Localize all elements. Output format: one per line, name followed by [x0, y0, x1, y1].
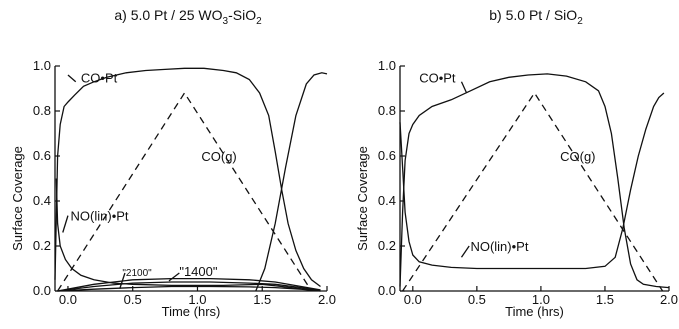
series-line-unlabeled-3 — [255, 72, 328, 292]
x-axis-label: Time (hrs) — [505, 304, 564, 319]
chart-title: b) 5.0 Pt / SiO2 — [489, 7, 583, 27]
x-tick-label: 0.0 — [59, 292, 77, 307]
annotation-leader-line — [67, 74, 77, 83]
y-axis-label: Surface Coverage — [10, 146, 25, 251]
annotation-label: CO(g) — [560, 149, 595, 164]
annotation-leader-line — [62, 215, 69, 233]
y-tick-label: 0.4 — [33, 193, 51, 208]
y-tick-label: 0.4 — [378, 193, 396, 208]
series-line-co-g — [57, 91, 313, 292]
x-tick-label: 0.5 — [468, 292, 486, 307]
y-tick-label: 0.8 — [33, 103, 51, 118]
annotation-label: "1400" — [179, 264, 218, 279]
y-axis-label: Surface Coverage — [355, 146, 370, 251]
annotation-label: "2100" — [122, 268, 152, 279]
x-tick-label: 1.5 — [253, 292, 271, 307]
y-tick-label: 1.0 — [33, 58, 51, 73]
series-line-unlabeled-6 — [57, 285, 321, 292]
annotation-leader-line — [119, 272, 126, 289]
y-tick-label: 1.0 — [378, 58, 396, 73]
x-tick-label: 2.0 — [318, 292, 336, 307]
y-tick-label: 0.6 — [378, 148, 396, 163]
annotation-label: NO(lin)•Pt — [71, 209, 129, 224]
x-tick-label: 1.0 — [188, 292, 206, 307]
x-tick-label: 0.0 — [404, 292, 422, 307]
chart-panel-b: b) 5.0 Pt / SiO2 0.0 0.2 0.4 0.6 0.8 1.0 0.0 0.5… — [355, 7, 678, 319]
chart-title: a) 5.0 Pt / 25 WO3-SiO2 — [114, 7, 262, 27]
x-tick-label: 1.5 — [596, 292, 614, 307]
series-line-no-lin-pt — [399, 92, 665, 270]
annotation-leader-line — [168, 272, 180, 282]
y-tick-label: 0.8 — [378, 103, 396, 118]
chart-panel-a: a) 5.0 Pt / 25 WO3-SiO2 0.0 0.2 0.4 0.6 0.8 1.… — [10, 7, 336, 319]
annotation-label: CO(g) — [201, 149, 236, 164]
x-tick-label: 1.0 — [532, 292, 550, 307]
y-tick-label: 0.2 — [33, 238, 51, 253]
series-line-co-pt — [54, 67, 321, 288]
series-line-no-lin-pt — [55, 178, 321, 292]
annotation-label: CO•Pt — [81, 70, 118, 85]
series-line-unlabeled-4 — [57, 277, 321, 292]
y-tick-label: 0.6 — [33, 148, 51, 163]
x-axis-label: Time (hrs) — [162, 304, 221, 319]
annotation-leader-line — [460, 245, 470, 258]
series-line-co-g — [402, 91, 664, 292]
y-tick-label: 0.2 — [378, 238, 396, 253]
annotation-label: NO(lin)•Pt — [470, 239, 528, 254]
series-line-co-pt — [399, 73, 670, 289]
y-tick-label: 0.0 — [378, 283, 396, 298]
x-tick-label: 0.5 — [124, 292, 142, 307]
annotation-label: CO•Pt — [419, 70, 456, 85]
series-line-unlabeled-5 — [57, 281, 321, 292]
annotation-leader-line — [460, 81, 468, 94]
y-tick-label: 0.0 — [33, 283, 51, 298]
x-tick-label: 2.0 — [660, 292, 678, 307]
